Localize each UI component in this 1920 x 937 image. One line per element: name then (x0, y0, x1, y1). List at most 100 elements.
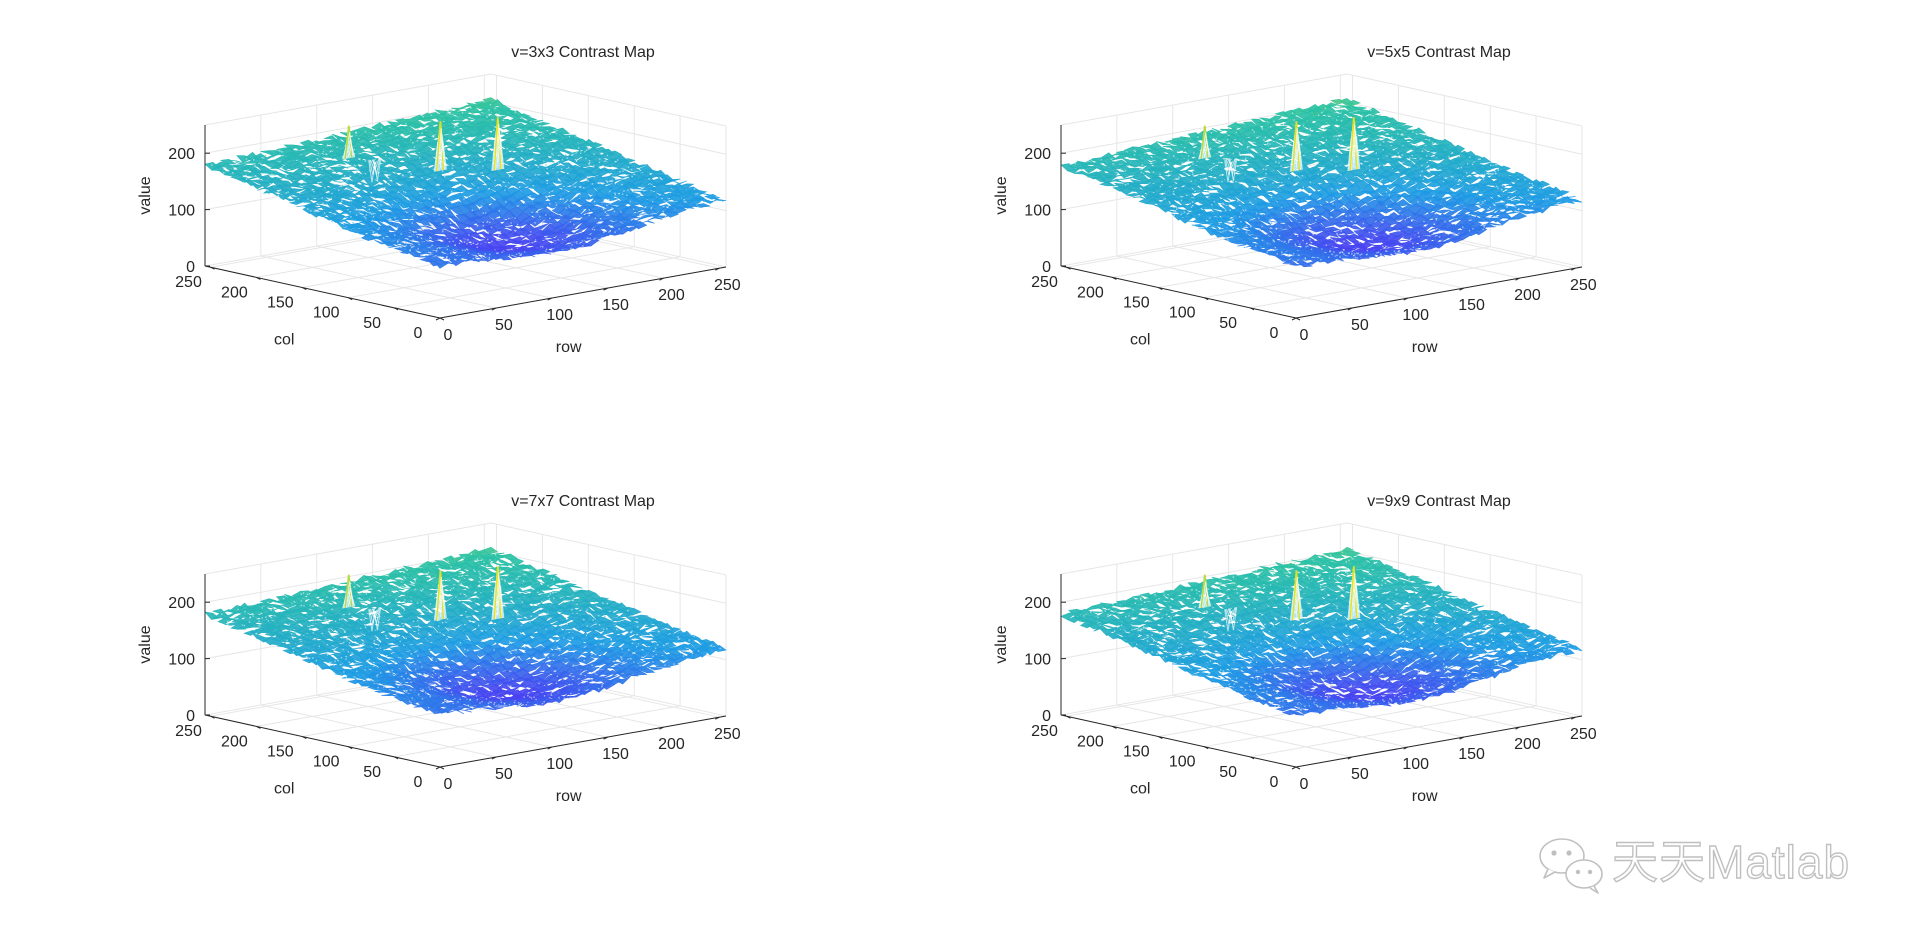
surface-texture (608, 231, 610, 233)
surface-texture (1232, 152, 1235, 155)
surface-texture (448, 241, 451, 243)
surface-texture (389, 218, 391, 220)
surface-texture (1390, 206, 1392, 208)
surface-texture (1279, 248, 1281, 251)
grid-line (204, 73, 492, 126)
col-tick (1295, 317, 1301, 321)
surface-texture (613, 210, 616, 213)
surface-texture (396, 226, 399, 229)
surface-texture (382, 141, 384, 143)
surface-texture (1192, 173, 1194, 175)
surface-texture (486, 172, 488, 174)
surface-texture (655, 205, 658, 208)
surface-texture (267, 189, 269, 192)
surface-texture (408, 226, 411, 228)
surface-texture (1450, 238, 1452, 241)
surface-texture (326, 189, 328, 192)
surface-texture (454, 244, 456, 247)
surface-texture (1489, 206, 1491, 208)
surface-texture (295, 148, 297, 150)
surface-texture (1442, 168, 1444, 170)
surface-texture (599, 239, 601, 242)
surface-texture (593, 229, 596, 231)
surface-texture (429, 237, 431, 239)
surface-texture (474, 250, 476, 252)
surface-texture (1321, 111, 1323, 114)
surface-texture (662, 210, 664, 213)
surface-texture (532, 184, 534, 187)
surface-texture (1375, 145, 1377, 147)
surface-texture (1333, 255, 1336, 257)
surface-texture (1320, 225, 1323, 227)
surface-texture (442, 246, 444, 248)
surface-texture (1249, 201, 1251, 204)
col-tick (439, 317, 445, 321)
surface-texture (1105, 167, 1107, 169)
surface-texture (1399, 236, 1401, 238)
surface-texture (1531, 205, 1534, 207)
surface-texture (1304, 220, 1306, 222)
surface-texture (211, 164, 213, 166)
surface-texture (270, 173, 272, 175)
surface-texture (1337, 252, 1339, 255)
surface-cell (688, 196, 705, 206)
surface-texture (468, 234, 470, 236)
surface-texture (1416, 223, 1419, 226)
surface-texture (425, 127, 428, 129)
surface-texture (429, 133, 432, 135)
surface-texture (498, 179, 500, 182)
surface-texture (1256, 198, 1258, 200)
surface-texture (463, 198, 465, 200)
surface-texture (1542, 198, 1545, 200)
surface-texture (1324, 251, 1327, 253)
surface-texture (1281, 251, 1283, 253)
surface-texture (573, 223, 575, 226)
surface-texture (445, 249, 447, 251)
surface-texture (1191, 171, 1194, 173)
surface-texture (417, 128, 419, 130)
surface-texture (1280, 241, 1282, 244)
surface-texture (446, 142, 448, 144)
surface-texture (696, 192, 699, 195)
surface-texture (1463, 198, 1465, 200)
surface-texture (299, 194, 301, 196)
grid-line (260, 255, 496, 309)
surface-texture (539, 138, 541, 140)
chart-panel-1: v=3x3 Contrast Map0501001502002500501001… (137, 44, 741, 356)
surface-texture (1245, 218, 1247, 220)
surface-texture (410, 139, 412, 142)
surface-texture (265, 173, 267, 176)
surface-texture (609, 230, 611, 232)
surface-texture (332, 169, 334, 171)
surface-texture (1229, 186, 1231, 189)
surface-texture (1180, 199, 1183, 202)
surface-texture (1359, 209, 1361, 211)
surface-texture (310, 168, 312, 170)
surface-texture (414, 167, 416, 169)
surface-cell (532, 130, 548, 136)
surface-texture (1423, 220, 1425, 223)
surface-texture (424, 203, 427, 206)
surface-texture (690, 193, 693, 195)
surface-texture (1347, 136, 1350, 138)
surface-texture (581, 181, 583, 184)
col-tick-label: 250 (175, 274, 202, 291)
surface-texture (1240, 192, 1243, 195)
surface-texture (1422, 178, 1424, 180)
surface-texture (1187, 155, 1190, 157)
surface-texture (353, 148, 356, 151)
surface-texture (587, 237, 589, 239)
surface-texture (1274, 124, 1277, 126)
surface-texture (1193, 224, 1196, 226)
surface-texture (262, 166, 264, 168)
surface-texture (571, 244, 573, 246)
surface-texture (577, 207, 580, 209)
surface-texture (413, 234, 416, 237)
surface-texture (1355, 103, 1357, 106)
surface-cell (401, 150, 417, 155)
surface-texture (1196, 216, 1198, 218)
surface-texture (547, 150, 549, 152)
surface-texture (1367, 254, 1369, 256)
surface-texture (1189, 202, 1191, 205)
surface-texture (501, 132, 503, 134)
